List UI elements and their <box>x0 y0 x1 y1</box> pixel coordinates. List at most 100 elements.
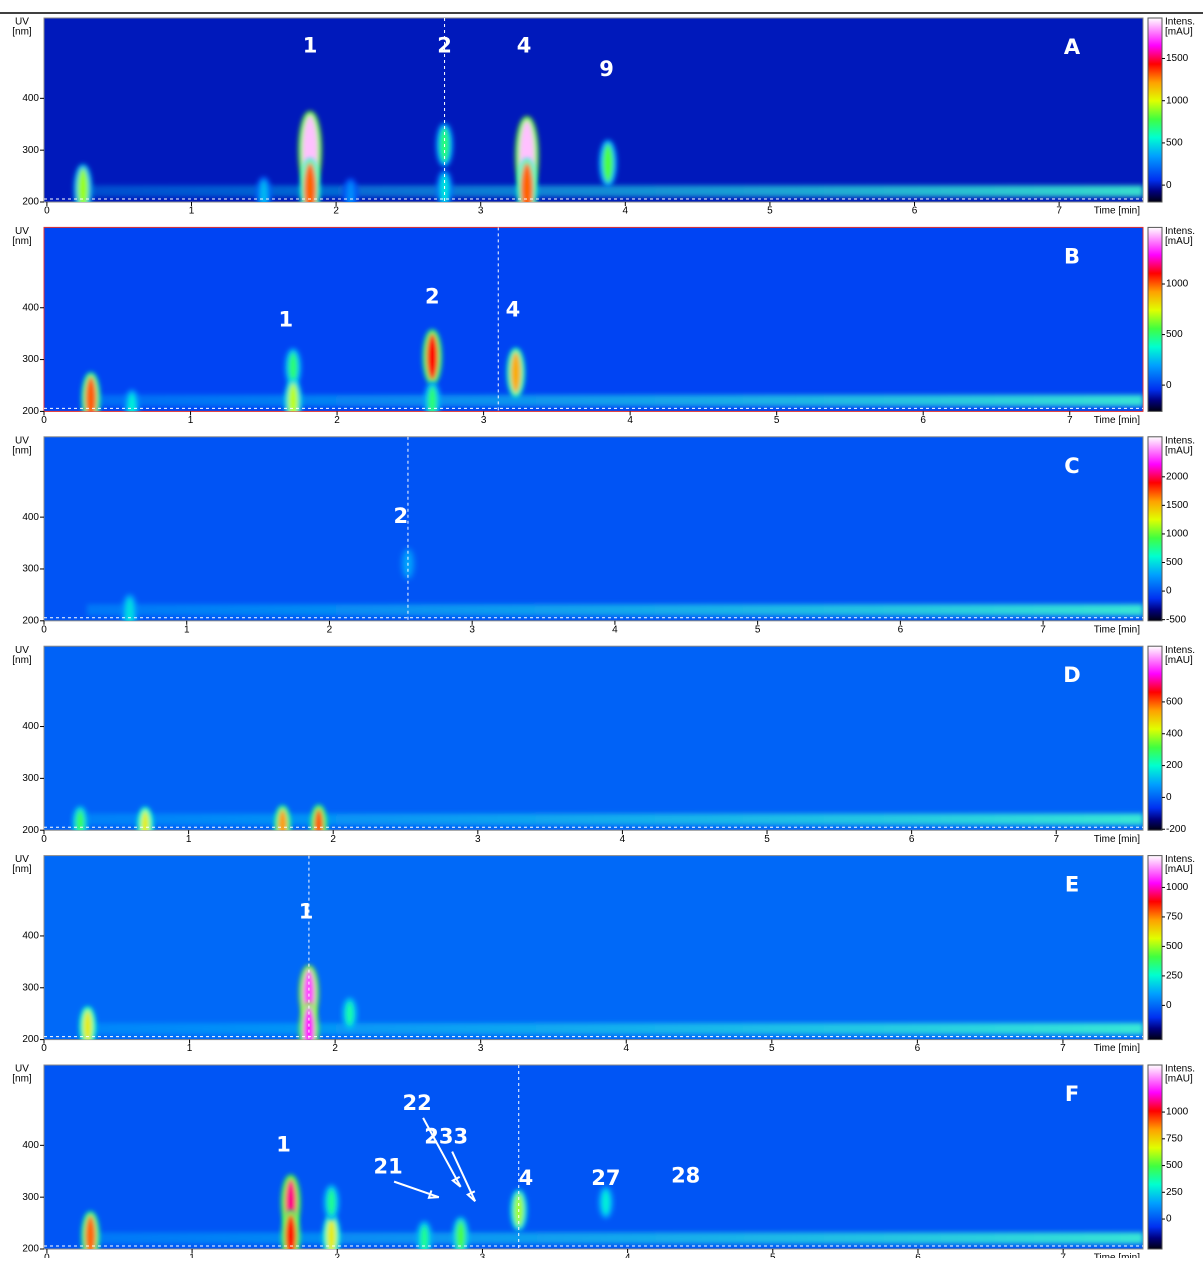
x-tick-label: 5 <box>769 1043 775 1054</box>
colorbar-label: Intens. <box>1165 226 1195 237</box>
x-tick-label: 4 <box>625 1253 631 1258</box>
colorbar <box>1147 1064 1163 1250</box>
x-tick-label: 2 <box>334 415 340 426</box>
baseline-band <box>90 185 1143 197</box>
x-label: Time [min] <box>1094 206 1141 217</box>
x-tick-label: 5 <box>767 206 773 217</box>
x-tick-label: 1 <box>188 415 194 426</box>
x-tick-label: 6 <box>909 834 915 845</box>
x-tick-label: 6 <box>915 1043 921 1054</box>
x-tick-label: 6 <box>920 415 926 426</box>
peak <box>323 1184 340 1221</box>
colorbar-tick-label: 0 <box>1166 180 1172 191</box>
y-tick-label: 300 <box>22 354 39 365</box>
colorbar-tick-label: -500 <box>1166 614 1186 625</box>
x-label: Time [min] <box>1094 415 1141 426</box>
y-unit: [nm] <box>12 864 32 875</box>
colorbar-tick-label: 2000 <box>1166 471 1189 482</box>
plot-area <box>44 436 1143 621</box>
y-unit: [nm] <box>12 445 32 456</box>
y-tick-label: 400 <box>22 93 39 104</box>
x-tick-label: 4 <box>623 206 629 217</box>
peak-label: 1 <box>303 34 318 58</box>
colorbar-label: Intens. <box>1165 645 1195 656</box>
peak-label: 9 <box>599 57 614 81</box>
x-tick-label: 0 <box>44 1253 50 1258</box>
peak-label: 2 <box>394 504 409 528</box>
arrow-shaft <box>393 1180 440 1199</box>
plot-background <box>43 1064 1144 1250</box>
x-tick-label: 6 <box>912 206 918 217</box>
y-tick-label: 200 <box>22 1034 39 1045</box>
peak-label: 233 <box>424 1125 468 1149</box>
x-tick-label: 7 <box>1060 1043 1066 1054</box>
y-tick-label: 300 <box>22 982 39 993</box>
baseline-band <box>90 1232 1143 1244</box>
peak <box>422 329 443 385</box>
arrow-shaft <box>422 1117 462 1188</box>
peak-label: 2 <box>437 34 452 58</box>
y-unit: [nm] <box>12 1074 32 1085</box>
colorbar-unit: [mAU] <box>1165 236 1193 247</box>
colorbar-tick-label: 1000 <box>1166 529 1189 540</box>
peak <box>81 372 101 412</box>
x-tick-label: 0 <box>44 206 50 217</box>
x-tick-label: 4 <box>627 415 633 426</box>
x-tick-label: 1 <box>187 1043 193 1054</box>
panel-label: D <box>1063 663 1080 687</box>
y-tick-label: 300 <box>22 773 39 784</box>
y-tick-label: 200 <box>22 825 39 836</box>
x-tick-label: 5 <box>774 415 780 426</box>
peak-label: 28 <box>671 1163 700 1187</box>
colorbar-tick-label: -200 <box>1166 824 1186 835</box>
plot-background <box>43 17 1144 203</box>
x-tick-label: 2 <box>334 1253 340 1258</box>
x-tick-label: 0 <box>41 1043 47 1054</box>
peak <box>73 164 93 202</box>
baseline-band <box>87 1023 1143 1035</box>
x-label-box <box>1091 832 1143 845</box>
peak <box>81 1211 100 1249</box>
panel-label: B <box>1064 244 1080 268</box>
x-tick-label: 3 <box>469 624 475 635</box>
colorbar <box>1147 17 1163 203</box>
x-tick-label: 5 <box>755 624 761 635</box>
x-tick-label: 7 <box>1053 834 1059 845</box>
x-tick-label: 3 <box>475 834 481 845</box>
colorbar-unit: [mAU] <box>1165 655 1193 666</box>
y-unit: [nm] <box>12 655 32 666</box>
colorbar-tick-label: 1000 <box>1166 882 1189 893</box>
colorbar-tick-label: 0 <box>1166 1000 1172 1011</box>
y-tick-label: 400 <box>22 721 39 732</box>
y-label: UV <box>15 226 29 237</box>
x-tick-label: 7 <box>1060 1253 1066 1258</box>
colorbar-tick-label: 1000 <box>1166 1107 1189 1118</box>
panel-label: C <box>1064 454 1079 478</box>
peak <box>137 806 154 831</box>
colorbar-tick-label: 500 <box>1166 1160 1183 1171</box>
x-tick-label: 2 <box>330 834 336 845</box>
panel-label: E <box>1065 873 1079 897</box>
arrow-head <box>451 1175 462 1188</box>
y-label: UV <box>15 17 29 28</box>
peak <box>299 158 321 202</box>
peak <box>416 1220 433 1249</box>
colorbar-label: Intens. <box>1165 854 1195 865</box>
y-tick-label: 400 <box>22 512 39 523</box>
colorbar-tick-label: 0 <box>1166 1214 1172 1225</box>
colorbar-label: Intens. <box>1165 435 1195 446</box>
colorbar-unit: [mAU] <box>1165 27 1193 38</box>
colorbar-tick-label: 0 <box>1166 792 1172 803</box>
peak <box>310 804 328 831</box>
x-tick-label: 6 <box>915 1253 921 1258</box>
peak <box>322 1214 341 1249</box>
peak <box>121 593 138 621</box>
y-label: UV <box>15 645 29 656</box>
panel-label: F <box>1065 1082 1079 1106</box>
colorbar-tick-label: 750 <box>1166 1133 1183 1144</box>
peak-label: 4 <box>517 34 532 58</box>
panel: 0 1 2 3 4 5 6 7 200 300 400 UV[nm] Time [min] E 1 Inten… <box>12 854 1195 1054</box>
colorbar-tick-label: 1000 <box>1166 279 1189 290</box>
peak <box>79 1006 97 1040</box>
peak <box>452 1216 469 1249</box>
